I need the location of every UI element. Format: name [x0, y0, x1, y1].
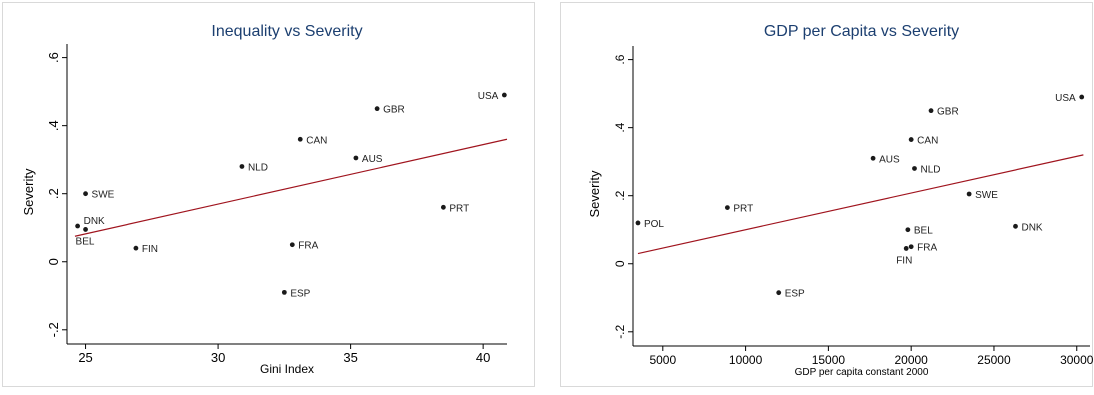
- point-label: NLD: [920, 164, 940, 175]
- x-tick-label: 30: [211, 350, 225, 365]
- fitted-line: [74, 138, 508, 237]
- point-label: BEL: [76, 236, 95, 247]
- point-label: GBR: [383, 105, 405, 116]
- point-label: CAN: [306, 135, 327, 146]
- point-label: AUS: [879, 154, 900, 165]
- data-point-fra: [289, 242, 295, 248]
- point-label: NLD: [248, 162, 268, 173]
- data-point-prt: [724, 205, 730, 211]
- y-axis-label: Severity: [21, 168, 36, 215]
- data-point-gbr: [928, 108, 934, 114]
- point-label: SWE: [92, 190, 115, 201]
- point-label: FRA: [917, 243, 937, 254]
- y-tick-label: .6: [46, 52, 61, 63]
- chart-1: Inequality vs Severity 25 30 35 40 -.2 0 .2 .4 .6…: [2, 2, 535, 387]
- x-axis-label: GDP per capita constant 2000: [795, 367, 929, 378]
- chart-title: Inequality vs Severity: [211, 23, 362, 40]
- data-point-bel: [83, 227, 88, 232]
- data-point-usa: [501, 92, 507, 98]
- point-label: FIN: [142, 244, 158, 255]
- point-label: ESP: [290, 288, 310, 299]
- data-point-esp: [776, 290, 782, 296]
- y-tick-label: -.2: [613, 324, 627, 338]
- point-label: POL: [644, 219, 664, 230]
- y-tick-label: .2: [613, 190, 627, 200]
- data-point-swe: [83, 191, 88, 197]
- point-label: DNK: [84, 216, 105, 227]
- point-label: FRA: [298, 241, 318, 252]
- x-tick-label: 35: [343, 350, 357, 365]
- y-tick-label: .4: [613, 122, 627, 132]
- data-point-prt: [440, 204, 446, 210]
- data-point-fin: [903, 246, 909, 251]
- y-tick-label: -.2: [46, 322, 61, 337]
- chart-frame: [560, 2, 1093, 387]
- data-point-bel: [905, 227, 911, 233]
- data-point-aus: [870, 155, 876, 161]
- x-tick-label: 20000: [894, 353, 928, 367]
- chart-title: GDP per Capita vs Severity: [764, 23, 959, 40]
- point-label: SWE: [975, 190, 998, 201]
- point-label: ESP: [785, 289, 805, 300]
- point-label: DNK: [1021, 222, 1042, 233]
- data-point-gbr: [374, 106, 380, 112]
- point-label: BEL: [914, 226, 933, 237]
- x-tick-label: 25000: [977, 353, 1011, 367]
- fitted-line: [637, 154, 1084, 255]
- y-tick-label: .6: [613, 54, 627, 64]
- point-label: GBR: [937, 107, 959, 118]
- data-point-dnk: [75, 223, 81, 229]
- chart-frame: [2, 2, 535, 387]
- point-label: CAN: [917, 136, 938, 147]
- x-tick-label: 30000: [1060, 353, 1094, 367]
- x-axis-label: Gini Index: [260, 362, 314, 376]
- point-label: USA: [1055, 93, 1076, 104]
- data-point-swe: [966, 191, 972, 197]
- point-label: AUS: [362, 154, 383, 165]
- y-tick-label: 0: [46, 258, 61, 265]
- data-point-pol: [635, 220, 641, 226]
- y-tick-label: .2: [46, 188, 61, 199]
- y-tick-label: 0: [613, 260, 627, 267]
- x-tick-label: 25: [78, 350, 92, 365]
- y-axis-label: Severity: [587, 170, 602, 217]
- x-tick-label: 40: [476, 350, 490, 365]
- data-point-dnk: [1013, 223, 1018, 229]
- data-point-fra: [908, 244, 914, 250]
- chart-2: GDP per Capita vs Severity 5000 10000 15000…: [560, 2, 1094, 387]
- data-point-fin: [133, 245, 139, 251]
- data-point-usa: [1079, 94, 1085, 100]
- data-point-esp: [281, 289, 287, 295]
- y-tick-label: .4: [46, 120, 61, 131]
- point-label: FIN: [896, 255, 912, 266]
- data-point-aus: [353, 155, 359, 161]
- data-point-can: [908, 137, 914, 142]
- x-tick-label: 15000: [812, 353, 846, 367]
- x-tick-label: 5000: [649, 353, 676, 367]
- data-point-nld: [239, 164, 245, 169]
- data-point-nld: [912, 166, 917, 171]
- point-label: USA: [478, 91, 499, 102]
- point-label: PRT: [449, 203, 469, 214]
- x-tick-label: 10000: [729, 353, 763, 367]
- point-label: PRT: [733, 204, 753, 215]
- data-point-can: [297, 136, 303, 142]
